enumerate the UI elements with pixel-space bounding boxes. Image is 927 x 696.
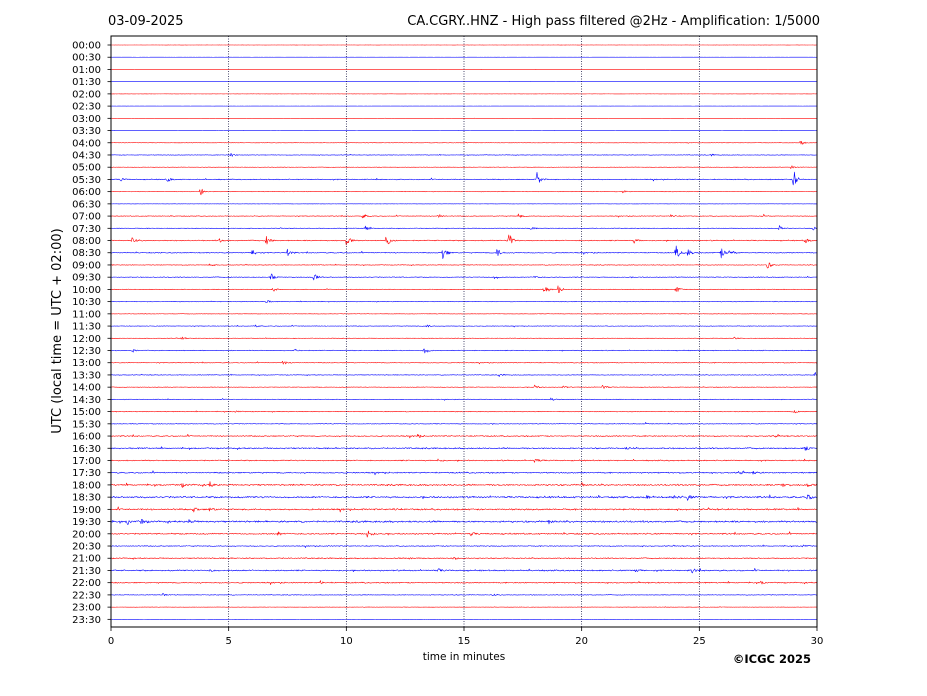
trace-1830 <box>110 494 817 501</box>
y-tick-label: 08:30 <box>72 248 101 259</box>
y-tick-label: 07:00 <box>72 212 101 223</box>
y-tick-label: 16:30 <box>72 444 101 455</box>
y-tick-label: 14:00 <box>72 383 101 394</box>
y-tick-label: 02:00 <box>72 89 101 100</box>
trace-1630 <box>110 446 817 451</box>
y-tick-label: 04:30 <box>72 150 101 161</box>
y-tick-label: 02:30 <box>72 102 101 113</box>
y-tick-label: 06:30 <box>72 199 101 210</box>
trace-2230 <box>110 593 817 597</box>
x-tick-label: 5 <box>225 636 231 647</box>
y-tick-label: 23:00 <box>72 603 101 614</box>
y-tick-label: 12:00 <box>72 334 101 345</box>
x-tick-label: 15 <box>458 636 471 647</box>
trace-0430 <box>110 152 817 157</box>
y-tick-label: 03:30 <box>72 126 101 137</box>
x-tick-label: 30 <box>811 636 824 647</box>
y-tick-label: 21:30 <box>72 566 101 577</box>
trace-2130 <box>110 568 817 574</box>
y-tick-label: 01:30 <box>72 77 101 88</box>
x-tick-label: 10 <box>340 636 353 647</box>
y-tick-label: 10:00 <box>72 285 101 296</box>
y-tick-label: 04:00 <box>72 138 101 149</box>
y-tick-label: 19:00 <box>72 505 101 516</box>
x-tick-label: 0 <box>108 636 114 647</box>
y-tick-label: 15:00 <box>72 407 101 418</box>
trace-0400 <box>110 140 817 145</box>
trace-0500 <box>110 165 817 169</box>
y-tick-label: 03:00 <box>72 114 101 125</box>
y-tick-label: 09:30 <box>72 273 101 284</box>
trace-1230 <box>110 348 817 354</box>
y-tick-label: 13:00 <box>72 358 101 369</box>
vertical-gridlines <box>228 36 700 627</box>
x-axis-ticks: 0 5 10 15 20 25 30 <box>108 627 824 647</box>
trace-2200 <box>110 580 817 585</box>
y-tick-label: 05:30 <box>72 175 101 186</box>
y-tick-label: 00:30 <box>72 53 101 64</box>
y-tick-label: 08:00 <box>72 236 101 247</box>
y-tick-label: 19:30 <box>72 517 101 528</box>
y-tick-label: 05:00 <box>72 163 101 174</box>
y-tick-label: 11:00 <box>72 309 101 320</box>
y-tick-label: 23:30 <box>72 615 101 626</box>
y-tick-label: 01:00 <box>72 65 101 76</box>
y-tick-label: 16:00 <box>72 432 101 443</box>
y-tick-label: 21:00 <box>72 554 101 565</box>
y-tick-label: 10:30 <box>72 297 101 308</box>
trace-1200 <box>110 336 817 340</box>
trace-1330 <box>110 372 817 377</box>
trace-1400 <box>110 384 817 389</box>
y-tick-label: 20:00 <box>72 529 101 540</box>
y-tick-label: 11:30 <box>72 322 101 333</box>
x-axis-label: time in minutes <box>423 651 505 663</box>
y-tick-label: 17:00 <box>72 456 101 467</box>
trace-0730 <box>110 225 817 231</box>
trace-0900 <box>110 262 817 269</box>
copyright-label: ©ICGC 2025 <box>733 652 811 666</box>
y-tick-label: 07:30 <box>72 224 101 235</box>
y-tick-label: 22:30 <box>72 590 101 601</box>
trace-1600 <box>110 433 817 439</box>
trace-1730 <box>110 470 817 476</box>
trace-1700 <box>110 458 817 463</box>
trace-0830 <box>110 245 817 259</box>
y-axis-label: UTC (local time = UTC + 02:00) <box>50 228 65 433</box>
chart-title: CA.CGRY..HNZ - High pass filtered @2Hz -… <box>407 14 820 29</box>
x-tick-label: 20 <box>575 636 588 647</box>
y-tick-label: 17:30 <box>72 468 101 479</box>
trace-1800 <box>110 481 817 488</box>
trace-1300 <box>110 360 817 365</box>
date-label: 03-09-2025 <box>108 14 184 29</box>
y-tick-label: 20:30 <box>72 542 101 553</box>
y-tick-label: 18:30 <box>72 493 101 504</box>
trace-0800 <box>110 234 817 246</box>
y-tick-label: 00:00 <box>72 41 101 52</box>
trace-2300 <box>110 606 817 608</box>
y-tick-label: 14:30 <box>72 395 101 406</box>
y-tick-label: 18:00 <box>72 480 101 491</box>
x-tick-label: 25 <box>693 636 706 647</box>
y-tick-label: 15:30 <box>72 419 101 430</box>
y-tick-label: 13:30 <box>72 370 101 381</box>
trace-0700 <box>110 213 817 219</box>
y-tick-label: 12:30 <box>72 346 101 357</box>
y-tick-label: 06:00 <box>72 187 101 198</box>
y-tick-label: 22:00 <box>72 578 101 589</box>
y-tick-label: 09:00 <box>72 260 101 271</box>
